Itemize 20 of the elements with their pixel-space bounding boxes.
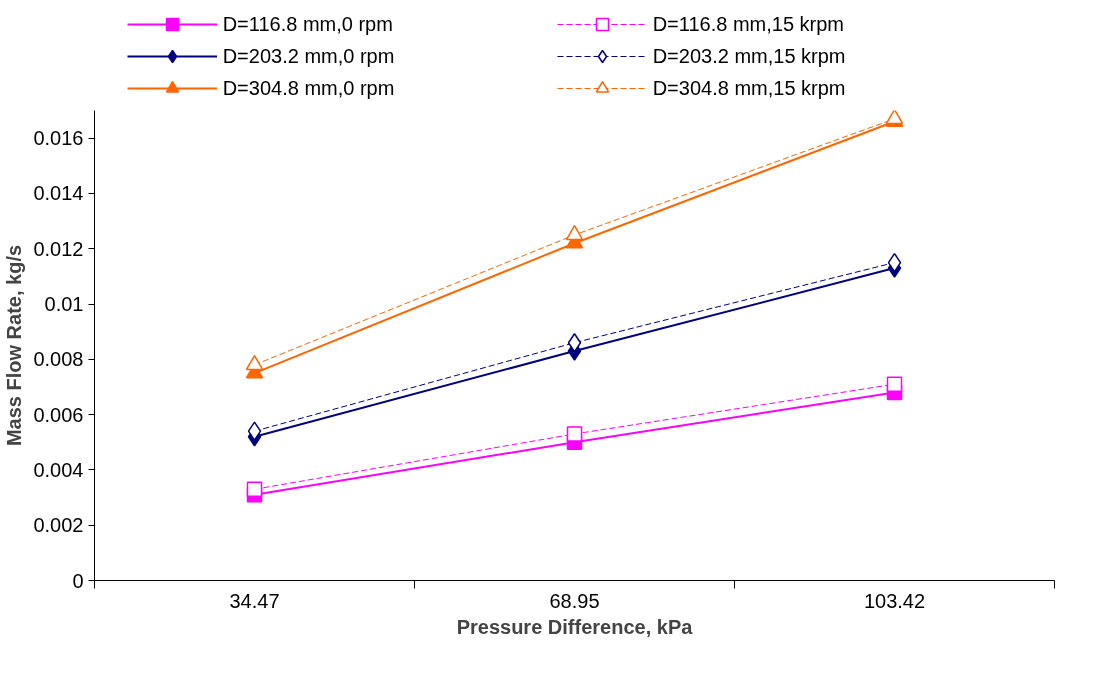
legend-label: D=116.8 mm,15 krpm <box>652 12 845 36</box>
y-tick-label: 0.006 <box>33 403 84 426</box>
x-axis-title: Pressure Difference, kPa <box>456 615 694 638</box>
y-tick-label: 0.002 <box>33 514 84 537</box>
legend-label: D=203.2 mm,0 rpm <box>222 44 395 68</box>
legend-label: D=304.8 mm,0 rpm <box>222 76 395 100</box>
y-tick-label: 0.008 <box>33 348 84 371</box>
legend-label: D=203.2 mm,15 krpm <box>652 44 846 68</box>
y-tick-label: 0.014 <box>33 182 84 205</box>
y-axis-title: Mass Flow Rate, kg/s <box>3 244 26 447</box>
legend-label: D=116.8 mm,0 rpm <box>222 12 393 36</box>
y-tick-label: 0.016 <box>33 127 84 150</box>
y-tick-label: 0.012 <box>33 237 84 260</box>
x-tick-label: 34.47 <box>229 589 280 612</box>
y-tick-label: 0.01 <box>44 293 84 316</box>
y-tick-label: 0.004 <box>33 458 84 481</box>
x-tick-label: 68.95 <box>549 589 600 612</box>
x-tick-label: 103.42 <box>863 589 926 612</box>
legend-label: D=304.8 mm,15 krpm <box>652 76 846 100</box>
y-tick-label: 0 <box>72 569 84 592</box>
